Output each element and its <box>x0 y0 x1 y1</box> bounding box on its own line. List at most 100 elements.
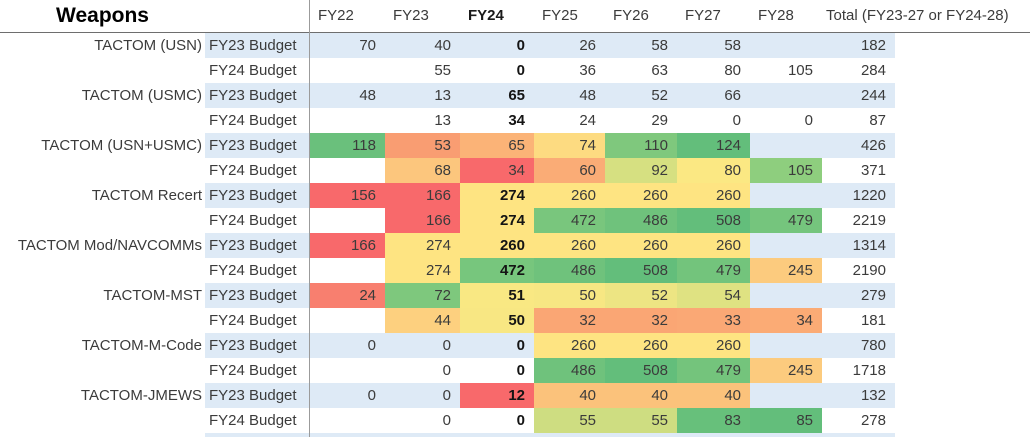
total-cell[interactable]: 1718 <box>852 362 886 379</box>
year-cell-fy26[interactable]: 486 <box>605 208 677 233</box>
year-cell-fy27[interactable]: 0 <box>732 112 741 129</box>
year-cell-fy22[interactable] <box>310 208 385 233</box>
year-cell-fy25[interactable]: 26 <box>534 33 605 58</box>
column-header-fy27[interactable]: FY27 <box>685 7 721 24</box>
year-cell-fy26[interactable]: 40 <box>605 383 677 408</box>
year-cell-fy25[interactable]: 36 <box>579 62 596 79</box>
year-cell-fy22[interactable] <box>310 358 385 383</box>
year-cell-fy24[interactable]: 472 <box>460 258 534 283</box>
total-cell[interactable]: 780 <box>822 333 895 358</box>
year-cell-fy24[interactable]: 65 <box>460 133 534 158</box>
weapon-cell[interactable]: TACTOM (USN) <box>0 33 205 58</box>
weapon-cell[interactable] <box>0 58 205 83</box>
year-cell-fy26[interactable]: 508 <box>605 258 677 283</box>
total-cell[interactable]: 278 <box>860 412 886 429</box>
weapon-cell[interactable]: TACTOM Mod/NAVCOMMs <box>0 233 205 258</box>
column-header-fy26[interactable]: FY26 <box>613 7 649 24</box>
year-cell-fy23[interactable]: 13 <box>434 112 451 129</box>
weapon-cell[interactable] <box>0 308 205 333</box>
year-cell-fy26[interactable]: 92 <box>605 158 677 183</box>
year-cell-fy27[interactable]: 260 <box>677 183 750 208</box>
total-cell[interactable]: 87 <box>869 112 886 129</box>
budget-cell[interactable]: FY23 Budget <box>205 33 310 58</box>
year-cell-fy28[interactable] <box>750 83 822 108</box>
year-cell-fy24[interactable]: 260 <box>460 233 534 258</box>
year-cell-fy25[interactable]: 486 <box>534 258 605 283</box>
year-cell-fy27[interactable]: 508 <box>677 208 750 233</box>
year-cell-fy24[interactable]: 65 <box>460 83 534 108</box>
total-cell[interactable]: 426 <box>822 133 895 158</box>
year-cell-fy23[interactable]: 72 <box>385 283 460 308</box>
year-cell-fy23[interactable]: 68 <box>385 158 460 183</box>
year-cell-fy22[interactable] <box>310 408 385 433</box>
year-cell-fy26[interactable]: 110 <box>605 133 677 158</box>
year-cell-fy25[interactable]: 60 <box>534 158 605 183</box>
year-cell-fy27[interactable]: 80 <box>677 158 750 183</box>
budget-cell[interactable]: FY24 Budget <box>209 412 297 429</box>
total-cell[interactable]: 2219 <box>852 212 886 229</box>
year-cell-fy24[interactable]: 0 <box>516 362 525 379</box>
year-cell-fy24[interactable]: 274 <box>460 208 534 233</box>
budget-cell[interactable]: FY23 Budget <box>205 283 310 308</box>
total-cell[interactable]: 279 <box>822 283 895 308</box>
year-cell-fy28[interactable] <box>750 383 822 408</box>
year-cell-fy24[interactable]: 12 <box>460 383 534 408</box>
year-cell-fy23[interactable]: 0 <box>385 383 460 408</box>
budget-cell[interactable]: FY24 Budget <box>209 312 297 329</box>
year-cell-fy23[interactable]: 166 <box>385 208 460 233</box>
year-cell-fy27[interactable]: 260 <box>677 333 750 358</box>
year-cell-fy22[interactable] <box>310 308 385 333</box>
column-header-fy24[interactable]: FY24 <box>468 7 504 24</box>
year-cell-fy23[interactable]: 274 <box>385 258 460 283</box>
budget-cell[interactable]: FY24 Budget <box>209 162 297 179</box>
year-cell-fy28[interactable]: 85 <box>750 408 822 433</box>
budget-cell[interactable]: FY23 Budget <box>205 133 310 158</box>
weapon-cell[interactable] <box>0 358 205 383</box>
year-cell-fy27[interactable]: 479 <box>677 358 750 383</box>
year-cell-fy23[interactable]: 166 <box>385 183 460 208</box>
year-cell-fy27[interactable]: 66 <box>677 83 750 108</box>
year-cell-fy22[interactable] <box>310 108 385 133</box>
year-cell-fy28[interactable]: 245 <box>750 258 822 283</box>
year-cell-fy22[interactable] <box>310 258 385 283</box>
year-cell-fy23[interactable]: 0 <box>442 362 451 379</box>
year-cell-fy26[interactable]: 63 <box>651 62 668 79</box>
year-cell-fy25[interactable]: 260 <box>534 183 605 208</box>
year-cell-fy28[interactable] <box>750 33 822 58</box>
year-cell-fy23[interactable]: 0 <box>442 412 451 429</box>
total-cell[interactable]: 132 <box>822 383 895 408</box>
year-cell-fy24[interactable]: 50 <box>460 308 534 333</box>
year-cell-fy25[interactable]: 32 <box>534 308 605 333</box>
year-cell-fy26[interactable]: 508 <box>605 358 677 383</box>
year-cell-fy22[interactable]: 48 <box>310 83 385 108</box>
total-cell[interactable]: 1314 <box>822 233 895 258</box>
year-cell-fy23[interactable]: 55 <box>434 62 451 79</box>
column-header-fy22[interactable]: FY22 <box>318 7 354 24</box>
year-cell-fy27[interactable]: 58 <box>677 33 750 58</box>
year-cell-fy26[interactable]: 29 <box>651 112 668 129</box>
year-cell-fy27[interactable]: 124 <box>677 133 750 158</box>
weapon-cell[interactable]: TACTOM-JMEWS <box>0 383 205 408</box>
year-cell-fy26[interactable]: 52 <box>605 83 677 108</box>
budget-cell[interactable]: FY24 Budget <box>209 112 297 129</box>
year-cell-fy22[interactable]: 156 <box>310 183 385 208</box>
year-cell-fy27[interactable]: 479 <box>677 258 750 283</box>
year-cell-fy25[interactable]: 486 <box>534 358 605 383</box>
year-cell-fy23[interactable]: 274 <box>385 233 460 258</box>
year-cell-fy27[interactable]: 40 <box>677 383 750 408</box>
year-cell-fy25[interactable]: 24 <box>579 112 596 129</box>
year-cell-fy22[interactable]: 166 <box>310 233 385 258</box>
year-cell-fy26[interactable]: 52 <box>605 283 677 308</box>
year-cell-fy22[interactable]: 24 <box>310 283 385 308</box>
weapon-cell[interactable] <box>0 208 205 233</box>
year-cell-fy25[interactable]: 48 <box>534 83 605 108</box>
column-header-fy28[interactable]: FY28 <box>758 7 794 24</box>
year-cell-fy25[interactable]: 472 <box>534 208 605 233</box>
year-cell-fy27[interactable]: 54 <box>677 283 750 308</box>
year-cell-fy25[interactable]: 55 <box>534 408 605 433</box>
year-cell-fy25[interactable]: 50 <box>534 283 605 308</box>
year-cell-fy27[interactable]: 260 <box>677 233 750 258</box>
budget-cell[interactable]: FY23 Budget <box>205 183 310 208</box>
year-cell-fy26[interactable]: 260 <box>605 233 677 258</box>
total-cell[interactable]: 1220 <box>822 183 895 208</box>
